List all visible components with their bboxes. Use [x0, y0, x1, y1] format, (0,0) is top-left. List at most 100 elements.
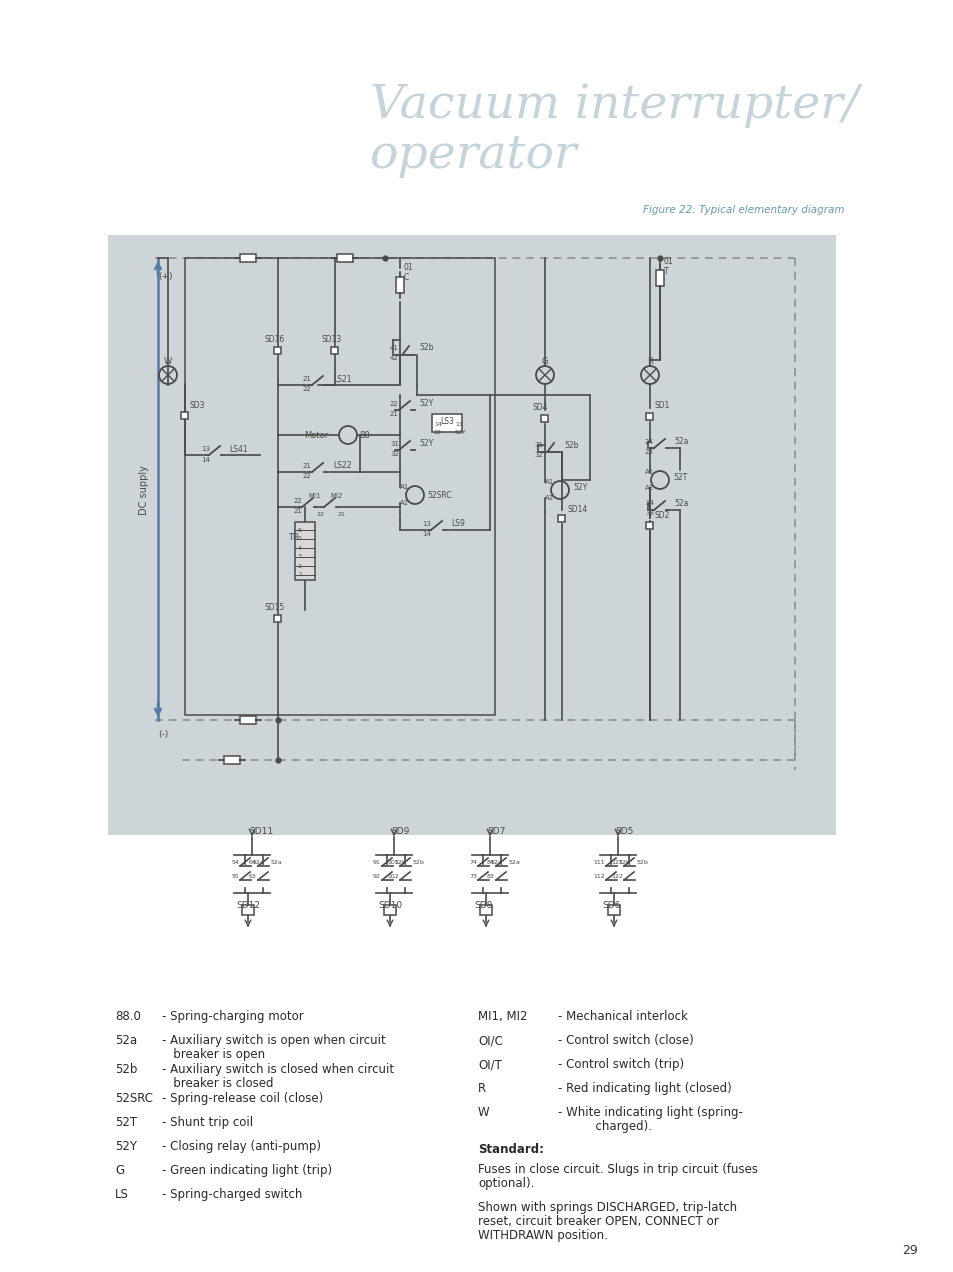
Text: MI2: MI2: [330, 494, 342, 499]
Text: Figure 22: Typical elementary diagram: Figure 22: Typical elementary diagram: [643, 205, 844, 215]
Text: 52Y: 52Y: [115, 1140, 137, 1152]
Text: 52a: 52a: [271, 860, 282, 865]
Text: 52a: 52a: [673, 438, 688, 446]
Text: 34: 34: [644, 500, 653, 506]
Text: 91: 91: [373, 860, 380, 865]
Text: SD5: SD5: [615, 827, 633, 836]
Text: 112: 112: [593, 874, 604, 879]
Text: 1: 1: [297, 572, 301, 577]
Text: SD2: SD2: [655, 510, 670, 519]
Text: G: G: [541, 357, 548, 366]
Text: 6: 6: [297, 528, 301, 533]
Text: 52b: 52b: [563, 440, 578, 449]
Text: SD16: SD16: [265, 336, 285, 345]
Text: 24: 24: [644, 439, 653, 445]
Text: 52Y: 52Y: [418, 440, 433, 449]
Text: 52T: 52T: [115, 1116, 137, 1130]
Text: 52SRC: 52SRC: [427, 491, 451, 500]
Bar: [646, 412, 653, 420]
Text: 52b: 52b: [413, 860, 424, 865]
Text: 22: 22: [316, 511, 325, 516]
Bar: [294, 522, 314, 580]
Bar: [336, 254, 353, 262]
Text: 14: 14: [201, 457, 210, 463]
Text: reset, circuit breaker OPEN, CONNECT or: reset, circuit breaker OPEN, CONNECT or: [477, 1215, 718, 1227]
Text: LS: LS: [115, 1188, 129, 1201]
Bar: [395, 277, 403, 293]
Text: SD10: SD10: [377, 902, 402, 911]
Text: breaker is open: breaker is open: [162, 1048, 265, 1061]
Text: 63: 63: [249, 874, 256, 879]
Text: 52Y: 52Y: [573, 483, 587, 492]
Bar: [181, 412, 189, 418]
Text: optional).: optional).: [477, 1177, 534, 1191]
Text: A2: A2: [644, 485, 654, 491]
Text: SD9: SD9: [391, 827, 409, 836]
Text: 14: 14: [434, 421, 441, 426]
Text: 21: 21: [390, 411, 398, 417]
Text: LS3: LS3: [439, 417, 454, 426]
Text: 52a: 52a: [491, 860, 502, 865]
Text: 52Y: 52Y: [455, 430, 466, 435]
Text: LS21: LS21: [333, 374, 351, 383]
Bar: [479, 904, 492, 915]
Bar: [240, 254, 255, 262]
Text: 41: 41: [390, 345, 398, 351]
Text: W: W: [477, 1105, 489, 1119]
Text: 92: 92: [373, 874, 380, 879]
Text: - Spring-charging motor: - Spring-charging motor: [162, 1010, 303, 1023]
Text: - Auxiliary switch is closed when circuit: - Auxiliary switch is closed when circui…: [162, 1063, 394, 1076]
Text: - Closing relay (anti-pump): - Closing relay (anti-pump): [162, 1140, 320, 1152]
Text: - Spring-release coil (close): - Spring-release coil (close): [162, 1091, 323, 1105]
Text: - Spring-charged switch: - Spring-charged switch: [162, 1188, 302, 1201]
Bar: [108, 235, 835, 834]
Text: 54: 54: [231, 860, 239, 865]
Bar: [541, 415, 548, 421]
Text: LS22: LS22: [333, 462, 351, 471]
Text: 13: 13: [201, 446, 210, 452]
Text: 52b: 52b: [418, 343, 433, 352]
Bar: [224, 756, 240, 764]
Text: - Auxiliary switch is open when circuit: - Auxiliary switch is open when circuit: [162, 1034, 385, 1047]
Text: 23: 23: [644, 449, 653, 455]
Text: 29: 29: [902, 1244, 917, 1257]
Bar: [274, 346, 281, 354]
Text: Standard:: Standard:: [477, 1144, 543, 1156]
Text: SD7: SD7: [486, 827, 505, 836]
Text: SD15: SD15: [265, 603, 285, 613]
Text: SD11: SD11: [249, 827, 273, 836]
Text: OI/T: OI/T: [477, 1058, 501, 1071]
Bar: [607, 904, 619, 915]
Text: A1: A1: [399, 485, 409, 490]
Text: 3: 3: [297, 555, 302, 560]
Text: R: R: [646, 357, 652, 366]
Text: SD6: SD6: [601, 902, 619, 911]
Text: 21: 21: [337, 511, 346, 516]
Text: 55: 55: [231, 874, 239, 879]
Text: Vacuum interrupter/: Vacuum interrupter/: [370, 83, 858, 127]
Bar: [242, 904, 253, 915]
Text: 52b: 52b: [395, 860, 406, 865]
Text: 22: 22: [294, 499, 302, 504]
Text: 21: 21: [303, 463, 312, 469]
Text: - White indicating light (spring-: - White indicating light (spring-: [558, 1105, 742, 1119]
Text: OI/C: OI/C: [477, 1034, 502, 1047]
Text: 52T: 52T: [672, 473, 686, 482]
Text: (+): (+): [158, 272, 172, 281]
Text: LS41: LS41: [229, 444, 248, 454]
Text: 13: 13: [421, 522, 431, 527]
Text: 32: 32: [534, 452, 542, 458]
Text: DC supply: DC supply: [139, 466, 149, 515]
Text: 22: 22: [303, 473, 312, 480]
Text: 52b: 52b: [618, 860, 630, 865]
Bar: [384, 904, 395, 915]
Text: MI1, MI2: MI1, MI2: [477, 1010, 527, 1023]
Text: SD3: SD3: [190, 401, 205, 410]
Bar: [656, 270, 663, 286]
Text: 22: 22: [303, 385, 312, 392]
Text: 14: 14: [421, 530, 431, 537]
Text: 22: 22: [390, 401, 398, 407]
Text: 122: 122: [611, 874, 622, 879]
Text: - Shunt trip coil: - Shunt trip coil: [162, 1116, 253, 1130]
Text: SD12: SD12: [235, 902, 260, 911]
